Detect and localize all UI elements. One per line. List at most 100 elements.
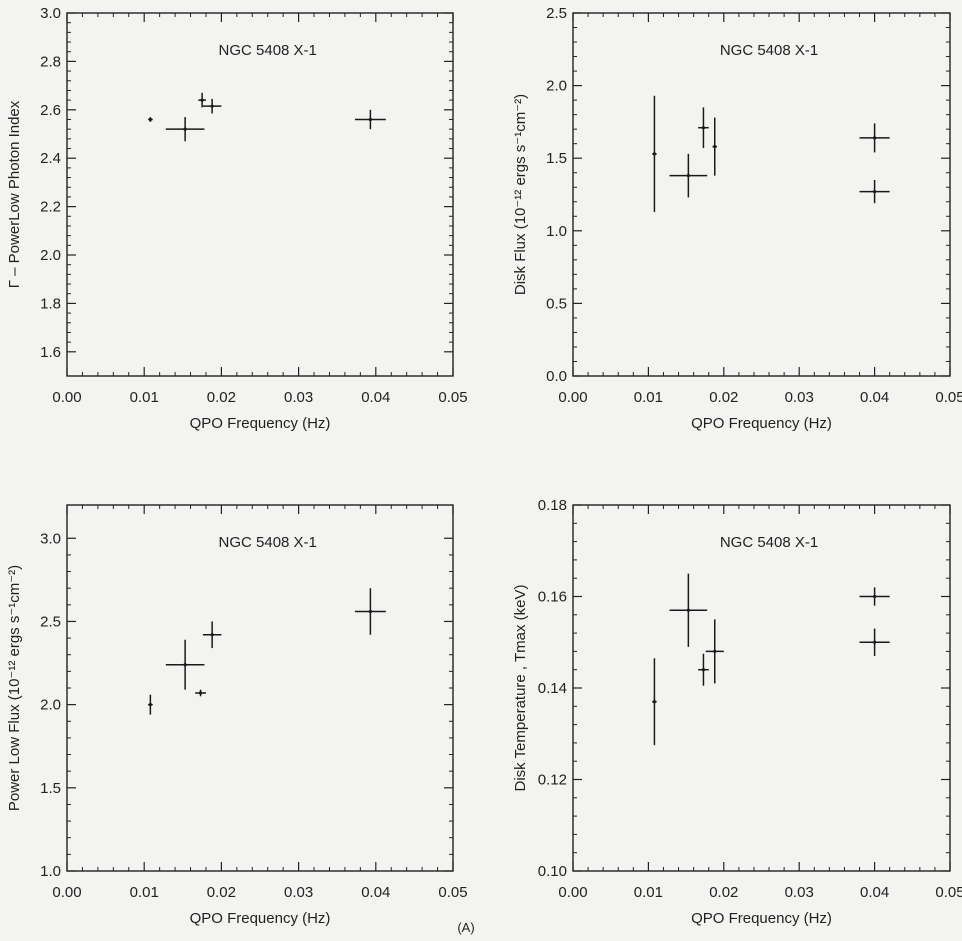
data-point (354, 588, 386, 635)
y-tick-label: 2.0 (40, 697, 61, 714)
y-axis-label: Disk Temperature , Tmax (keV) (512, 584, 529, 791)
data-point (859, 123, 890, 153)
point-marker (198, 691, 203, 695)
x-tick-label: 0.01 (634, 884, 663, 901)
y-tick-label: 2.2 (40, 199, 61, 216)
data-point (669, 573, 708, 647)
data-point (859, 587, 890, 606)
x-tick-label: 0.00 (558, 389, 587, 406)
panel-title: NGC 5408 X-1 (219, 534, 317, 551)
y-tick-label: 2.6 (40, 102, 61, 119)
x-tick-label: 0.00 (52, 884, 81, 901)
y-axis-label: Power Low Flux (10⁻¹² ergs s⁻¹cm⁻²) (6, 565, 23, 811)
y-axis-label: Disk Flux (10⁻¹² ergs s⁻¹cm⁻²) (512, 94, 529, 295)
data-point (712, 117, 718, 176)
x-tick-label: 0.04 (860, 884, 889, 901)
point-marker (148, 117, 152, 122)
y-tick-label: 0.16 (538, 589, 567, 606)
point-marker (183, 663, 187, 667)
data-point (705, 619, 724, 684)
y-tick-label: 2.5 (40, 613, 61, 630)
point-marker (873, 640, 877, 644)
plot-frame (572, 12, 951, 377)
point-marker (148, 703, 152, 707)
point-marker (200, 98, 204, 102)
point-marker (873, 594, 877, 599)
x-tick-label: 0.02 (207, 884, 236, 901)
x-tick-label: 0.04 (361, 884, 390, 901)
y-tick-label: 1.8 (40, 295, 61, 312)
x-tick-label: 0.03 (785, 389, 814, 406)
x-tick-label: 0.02 (709, 884, 738, 901)
data-point (165, 117, 205, 142)
data-point (202, 98, 222, 114)
y-tick-label: 2.0 (40, 247, 61, 264)
x-tick-label: 0.01 (634, 389, 663, 406)
plot-frame (66, 504, 454, 872)
point-marker (686, 608, 690, 612)
y-tick-label: 1.5 (40, 780, 61, 797)
x-axis-label: QPO Frequency (Hz) (190, 415, 331, 432)
x-axis-label: QPO Frequency (Hz) (190, 910, 331, 927)
data-point (859, 179, 890, 204)
x-axis-label: QPO Frequency (Hz) (691, 415, 832, 432)
data-point (354, 109, 386, 130)
y-tick-label: 2.0 (546, 78, 567, 95)
data-point (198, 92, 206, 108)
chart-panel-4: 0.00 0.01 0.02 0.03 0.04 0.05 0.10 0.12 0.14 0.16… (512, 497, 962, 927)
chart-panel-2: 0.00 0.01 0.02 0.03 0.04 0.05 0.0 0.5 1.0 1.5 2.0 2… (512, 5, 962, 432)
data-point (652, 658, 657, 746)
y-tick-label: 2.4 (40, 150, 61, 167)
y-tick-label: 1.5 (546, 150, 567, 167)
data-point (148, 117, 153, 122)
data-point (698, 107, 709, 149)
x-tick-label: 0.02 (207, 389, 236, 406)
point-marker (873, 136, 877, 140)
plot-frame (572, 504, 951, 872)
x-tick-label: 0.05 (935, 884, 962, 901)
x-tick-label: 0.04 (361, 389, 390, 406)
point-marker (210, 104, 214, 108)
data-point (195, 689, 206, 697)
y-tick-label: 0.14 (538, 680, 567, 697)
x-tick-label: 0.03 (284, 884, 313, 901)
x-tick-label: 0.01 (130, 389, 159, 406)
panel-title: NGC 5408 X-1 (720, 42, 818, 59)
point-marker (713, 649, 717, 654)
point-marker (183, 127, 187, 131)
y-tick-label: 3.0 (40, 5, 61, 22)
y-tick-label: 2.8 (40, 53, 61, 70)
data-point (148, 694, 153, 715)
point-marker (701, 668, 706, 672)
point-marker (652, 700, 657, 704)
y-tick-label: 0.0 (546, 368, 567, 385)
x-tick-label: 0.00 (558, 884, 587, 901)
y-tick-label: 2.5 (546, 5, 567, 22)
x-tick-label: 0.05 (935, 389, 962, 406)
y-tick-label: 1.6 (40, 344, 61, 361)
y-tick-label: 0.12 (538, 772, 567, 789)
point-marker (368, 609, 372, 614)
x-tick-label: 0.05 (438, 884, 467, 901)
point-marker (713, 144, 717, 149)
point-marker (873, 189, 877, 194)
point-marker (701, 126, 706, 130)
x-tick-label: 0.05 (438, 389, 467, 406)
data-point (652, 95, 657, 212)
chart-panel-3: 0.00 0.01 0.02 0.03 0.04 0.05 1.0 1.5 2.0 2.5 3.0 Q… (6, 504, 468, 927)
y-tick-label: 1.0 (40, 863, 61, 880)
data-point (698, 653, 709, 686)
data-point (859, 628, 890, 656)
figure-caption: (A) (457, 920, 474, 935)
x-tick-label: 0.02 (709, 389, 738, 406)
y-tick-label: 1.0 (546, 223, 567, 240)
point-marker (652, 152, 657, 156)
point-marker (368, 117, 372, 122)
y-tick-label: 0.10 (538, 863, 567, 880)
point-marker (210, 633, 214, 637)
panel-title: NGC 5408 X-1 (219, 42, 317, 59)
x-tick-label: 0.01 (130, 884, 159, 901)
y-tick-label: 0.18 (538, 497, 567, 514)
data-point (202, 621, 222, 649)
